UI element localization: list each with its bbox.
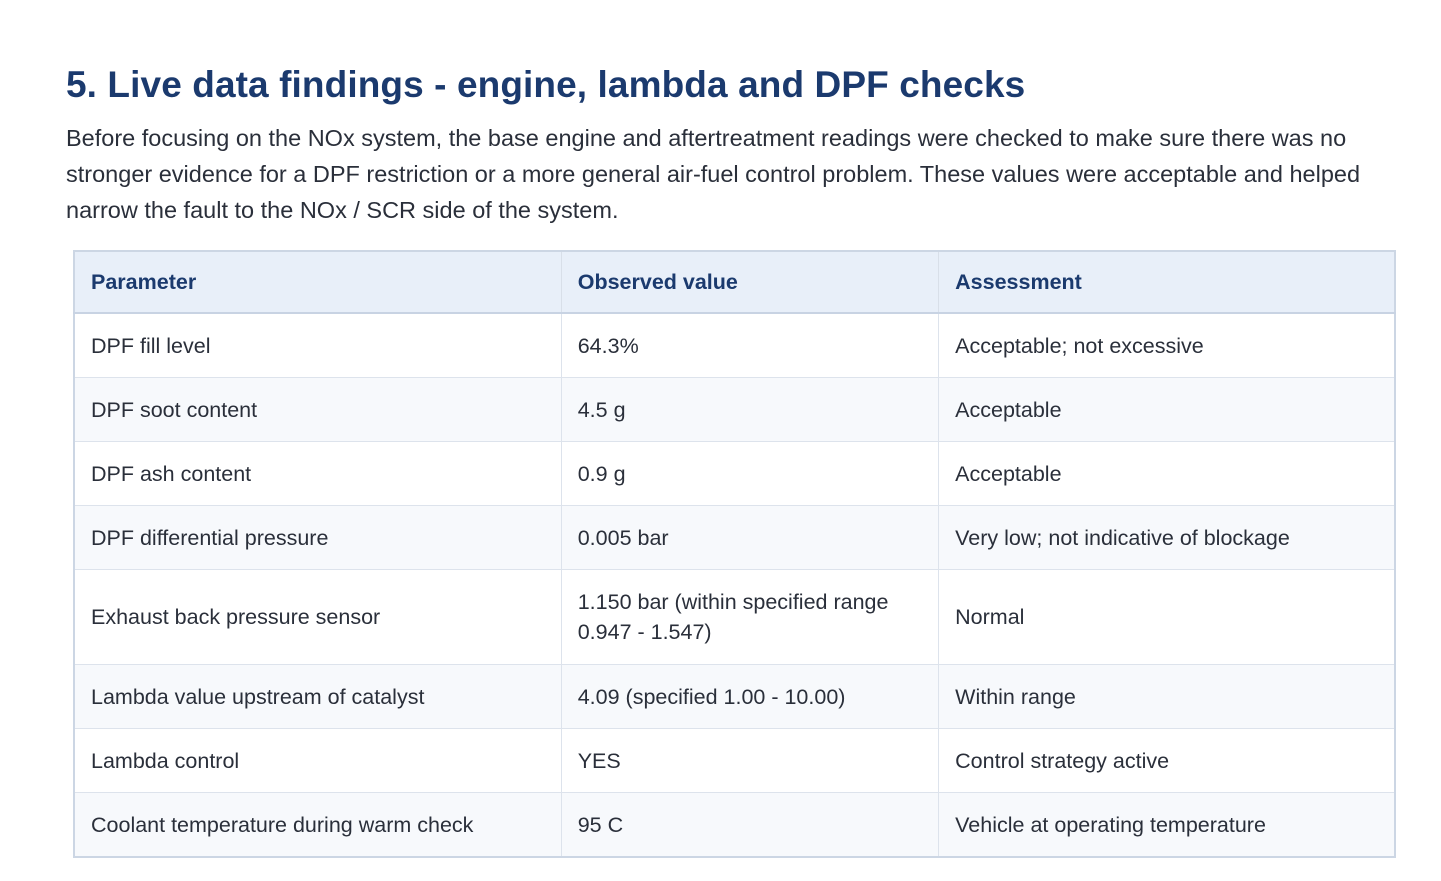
cell-assessment: Very low; not indicative of blockage	[938, 505, 1396, 570]
header-observed-value: Observed value	[561, 251, 940, 314]
table-row: Lambda value upstream of catalyst 4.09 (…	[74, 664, 1396, 729]
cell-assessment: Acceptable	[938, 441, 1396, 506]
table-row: DPF ash content 0.9 g Acceptable	[74, 441, 1396, 506]
table-header-row: Parameter Observed value Assessment	[74, 251, 1396, 314]
table-row: Lambda control YES Control strategy acti…	[74, 728, 1396, 793]
cell-value: 95 C	[561, 792, 940, 858]
cell-parameter: DPF differential pressure	[74, 505, 562, 570]
table-row: Coolant temperature during warm check 95…	[74, 792, 1396, 858]
header-parameter: Parameter	[74, 251, 562, 314]
cell-value: 1.150 bar (within specified range 0.947 …	[561, 569, 940, 665]
cell-value: 0.9 g	[561, 441, 940, 506]
header-assessment: Assessment	[938, 251, 1396, 314]
table-row: DPF fill level 64.3% Acceptable; not exc…	[74, 313, 1396, 378]
cell-parameter: Exhaust back pressure sensor	[74, 569, 562, 665]
cell-value: 4.5 g	[561, 377, 940, 442]
cell-assessment: Within range	[938, 664, 1396, 729]
cell-parameter: Lambda control	[74, 728, 562, 793]
cell-assessment: Acceptable	[938, 377, 1396, 442]
cell-parameter: Lambda value upstream of catalyst	[74, 664, 562, 729]
live-data-section: 5. Live data findings - engine, lambda a…	[66, 62, 1406, 228]
cell-value: 64.3%	[561, 313, 940, 378]
cell-assessment: Acceptable; not excessive	[938, 313, 1396, 378]
cell-assessment: Control strategy active	[938, 728, 1396, 793]
cell-assessment: Normal	[938, 569, 1396, 665]
section-intro: Before focusing on the NOx system, the b…	[66, 125, 1361, 223]
cell-parameter: Coolant temperature during warm check	[74, 792, 562, 858]
table-row: DPF differential pressure 0.005 bar Very…	[74, 505, 1396, 570]
cell-parameter: DPF soot content	[74, 377, 562, 442]
table-row: DPF soot content 4.5 g Acceptable	[74, 377, 1396, 442]
cell-parameter: DPF fill level	[74, 313, 562, 378]
table-row: Exhaust back pressure sensor 1.150 bar (…	[74, 569, 1396, 665]
section-title: 5. Live data findings - engine, lambda a…	[66, 64, 1026, 105]
cell-assessment: Vehicle at operating temperature	[938, 792, 1396, 858]
cell-value: 0.005 bar	[561, 505, 940, 570]
live-data-table: Parameter Observed value Assessment DPF …	[73, 250, 1396, 858]
cell-parameter: DPF ash content	[74, 441, 562, 506]
cell-value: 4.09 (specified 1.00 - 10.00)	[561, 664, 940, 729]
cell-value: YES	[561, 728, 940, 793]
